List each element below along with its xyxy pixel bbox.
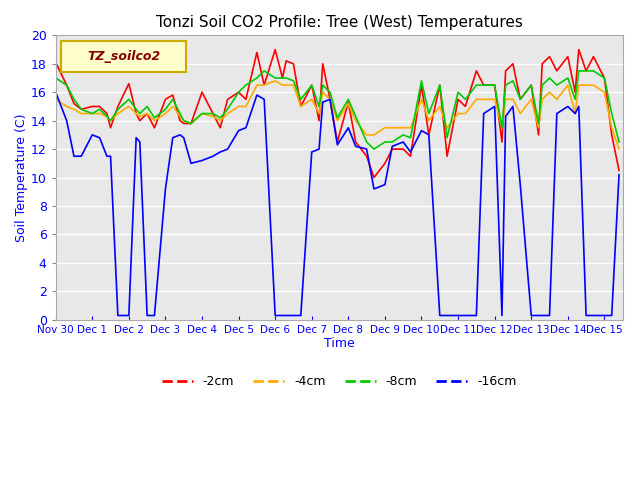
Legend: -2cm, -4cm, -8cm, -16cm: -2cm, -4cm, -8cm, -16cm	[157, 370, 522, 393]
X-axis label: Time: Time	[324, 337, 355, 350]
Text: TZ_soilco2: TZ_soilco2	[87, 50, 161, 63]
Title: Tonzi Soil CO2 Profile: Tree (West) Temperatures: Tonzi Soil CO2 Profile: Tree (West) Temp…	[156, 15, 523, 30]
FancyBboxPatch shape	[61, 41, 186, 72]
Y-axis label: Soil Temperature (C): Soil Temperature (C)	[15, 113, 28, 242]
